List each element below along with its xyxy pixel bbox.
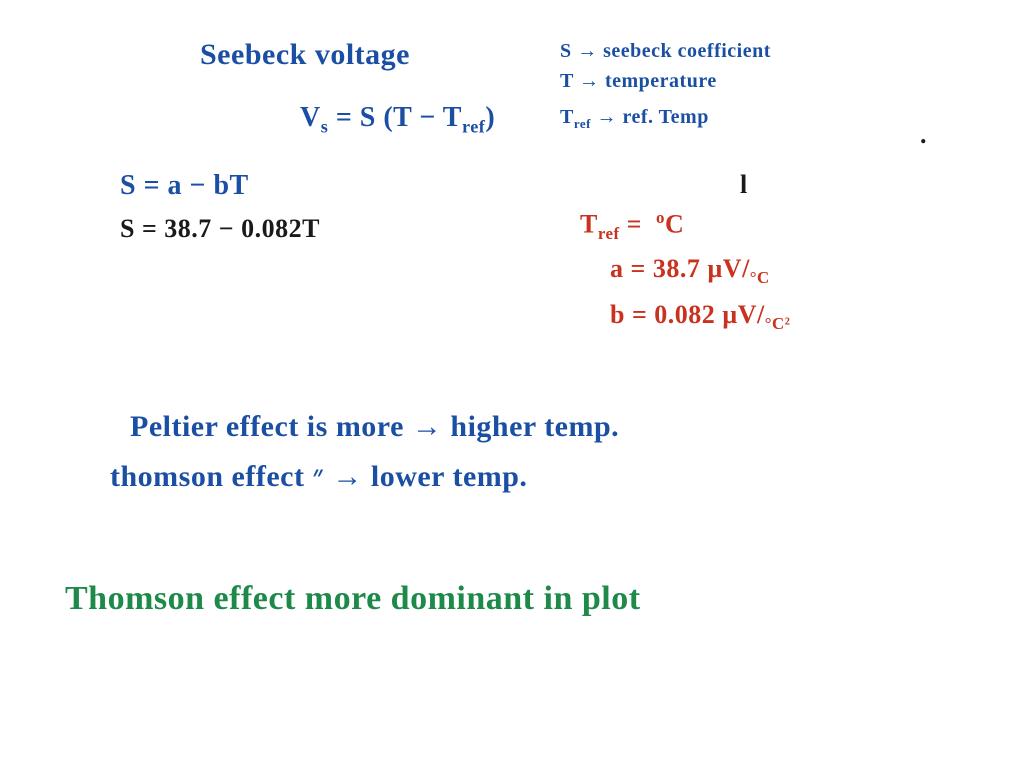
a-value: a = 38.7 µV/°C <box>610 254 770 288</box>
b-value: b = 0.082 µV/°C² <box>610 300 790 334</box>
legend-tref: Tref → ref. Temp <box>560 106 709 132</box>
legend-t: T → temperature <box>560 70 717 93</box>
title: Seebeck voltage <box>200 38 410 72</box>
tref-value: Tref = oC <box>580 208 684 244</box>
s-symbolic: S = a − bT <box>120 170 249 202</box>
thomson-line: thomson effect ״ → lower temp. <box>110 460 527 494</box>
formula-vs: Vs = S (T − Tref) <box>300 102 495 138</box>
s-numeric: S = 38.7 − 0.082T <box>120 214 320 244</box>
stray-l: l <box>740 170 748 200</box>
legend-s: S → seebeck coefficient <box>560 40 771 63</box>
peltier-line: Peltier effect is more → higher temp. <box>130 410 619 444</box>
stray-dot: . <box>920 120 927 150</box>
conclusion-line: Thomson effect more dominant in plot <box>65 580 641 618</box>
